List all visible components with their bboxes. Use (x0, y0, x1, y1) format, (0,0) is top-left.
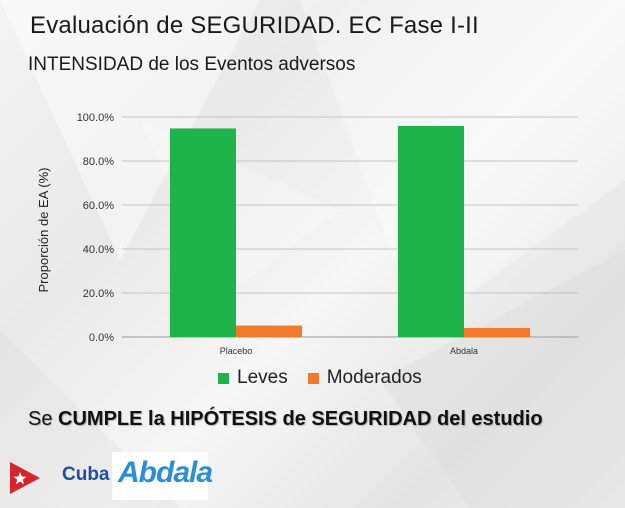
y-tick-label: 40.0% (83, 244, 114, 256)
x-tick-label: Abdala (450, 346, 478, 356)
legend-label-leves: Leves (237, 367, 288, 388)
y-tick-label: 80.0% (83, 156, 114, 168)
conclusion-emphasis: CUMPLE la HIPÓTESIS de SEGURIDAD del est… (58, 408, 543, 430)
cuba-flag-icon (10, 462, 40, 494)
y-axis-label: Proporción de EA (%) (36, 167, 51, 292)
x-axis-ticks: Placebo Abdala (220, 346, 478, 356)
chart-legend: Leves Moderados (218, 367, 422, 389)
legend-label-moderados: Moderados (326, 367, 422, 388)
legend-item-moderados: Moderados (307, 367, 422, 389)
bar-moderados-placebo (236, 325, 302, 337)
y-tick-label: 20.0% (83, 288, 114, 300)
bar-leves-placebo (170, 128, 236, 337)
x-tick-label: Placebo (220, 346, 253, 356)
conclusion-text: Se CUMPLE la HIPÓTESIS de SEGURIDAD del … (28, 408, 543, 431)
bar-moderados-abdala (464, 327, 530, 337)
abdala-logo: Abdala (112, 452, 213, 500)
conclusion-prefix: Se (28, 408, 59, 430)
bar-leves-abdala (398, 126, 464, 338)
y-tick-label: 0.0% (89, 332, 114, 344)
cuba-logo-text: Cuba (62, 464, 110, 485)
legend-item-leves: Leves (218, 367, 288, 389)
legend-swatch-moderados (307, 372, 319, 384)
slide-subtitle: INTENSIDAD de los Eventos adversos (28, 54, 356, 75)
logos-area: Cuba Abdala (10, 452, 213, 502)
y-tick-label: 60.0% (83, 200, 114, 212)
slide-title: Evaluación de SEGURIDAD. EC Fase I-II (30, 12, 479, 39)
legend-swatch-leves (218, 372, 229, 384)
chart-bars (170, 126, 530, 338)
y-axis-ticks: 0.0% 20.0% 40.0% 60.0% 80.0% 100.0% (77, 112, 115, 344)
y-tick-label: 100.0% (77, 112, 115, 124)
abdala-logo-text: Abdala (118, 456, 213, 489)
